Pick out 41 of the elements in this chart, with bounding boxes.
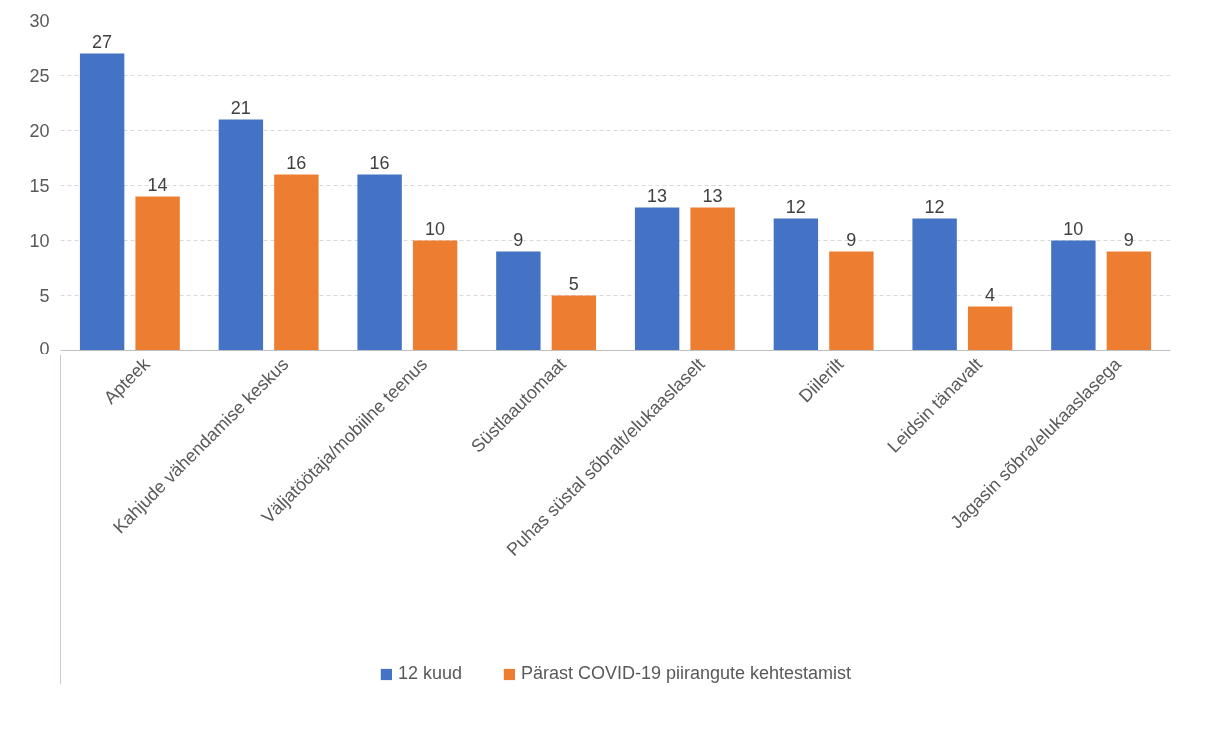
bar	[135, 196, 180, 351]
bar	[1051, 240, 1096, 351]
bar	[274, 174, 319, 351]
data-label: 13	[647, 185, 668, 206]
bar	[829, 251, 874, 351]
bar	[357, 174, 402, 351]
bar	[218, 119, 264, 351]
bar	[412, 240, 458, 351]
data-label: 4	[985, 284, 996, 305]
data-label: 9	[1123, 229, 1134, 250]
data-label: 14	[147, 174, 168, 195]
y-tick-label: 15	[29, 176, 50, 196]
data-label: 5	[568, 273, 579, 294]
data-label: 9	[846, 229, 857, 250]
bar	[690, 207, 735, 351]
bar	[634, 207, 680, 351]
data-label: 13	[702, 185, 723, 206]
data-label: 16	[286, 152, 307, 173]
y-tick-label: 30	[29, 11, 50, 31]
data-label: 27	[92, 31, 113, 52]
bar	[967, 306, 1013, 351]
legend-label: 12 kuud	[397, 663, 462, 684]
bar	[1106, 251, 1152, 351]
data-label: 10	[425, 218, 446, 239]
y-tick-label: 25	[29, 66, 50, 86]
y-tick-label: 10	[29, 231, 50, 251]
bar	[79, 53, 125, 351]
bar	[912, 218, 957, 351]
legend-label: Pärast COVID-19 piirangute kehtestamist	[520, 663, 852, 684]
bar	[496, 251, 541, 351]
bar	[773, 218, 819, 351]
data-label: 12	[924, 196, 945, 217]
bar	[551, 295, 597, 351]
data-label: 9	[513, 229, 524, 250]
data-label: 21	[230, 97, 251, 118]
y-tick-label: 0	[39, 338, 50, 359]
data-label: 16	[369, 152, 390, 173]
y-tick-label: 5	[39, 286, 50, 306]
data-label: 12	[785, 196, 806, 217]
y-tick-label: 20	[29, 121, 50, 141]
data-label: 10	[1063, 218, 1084, 239]
